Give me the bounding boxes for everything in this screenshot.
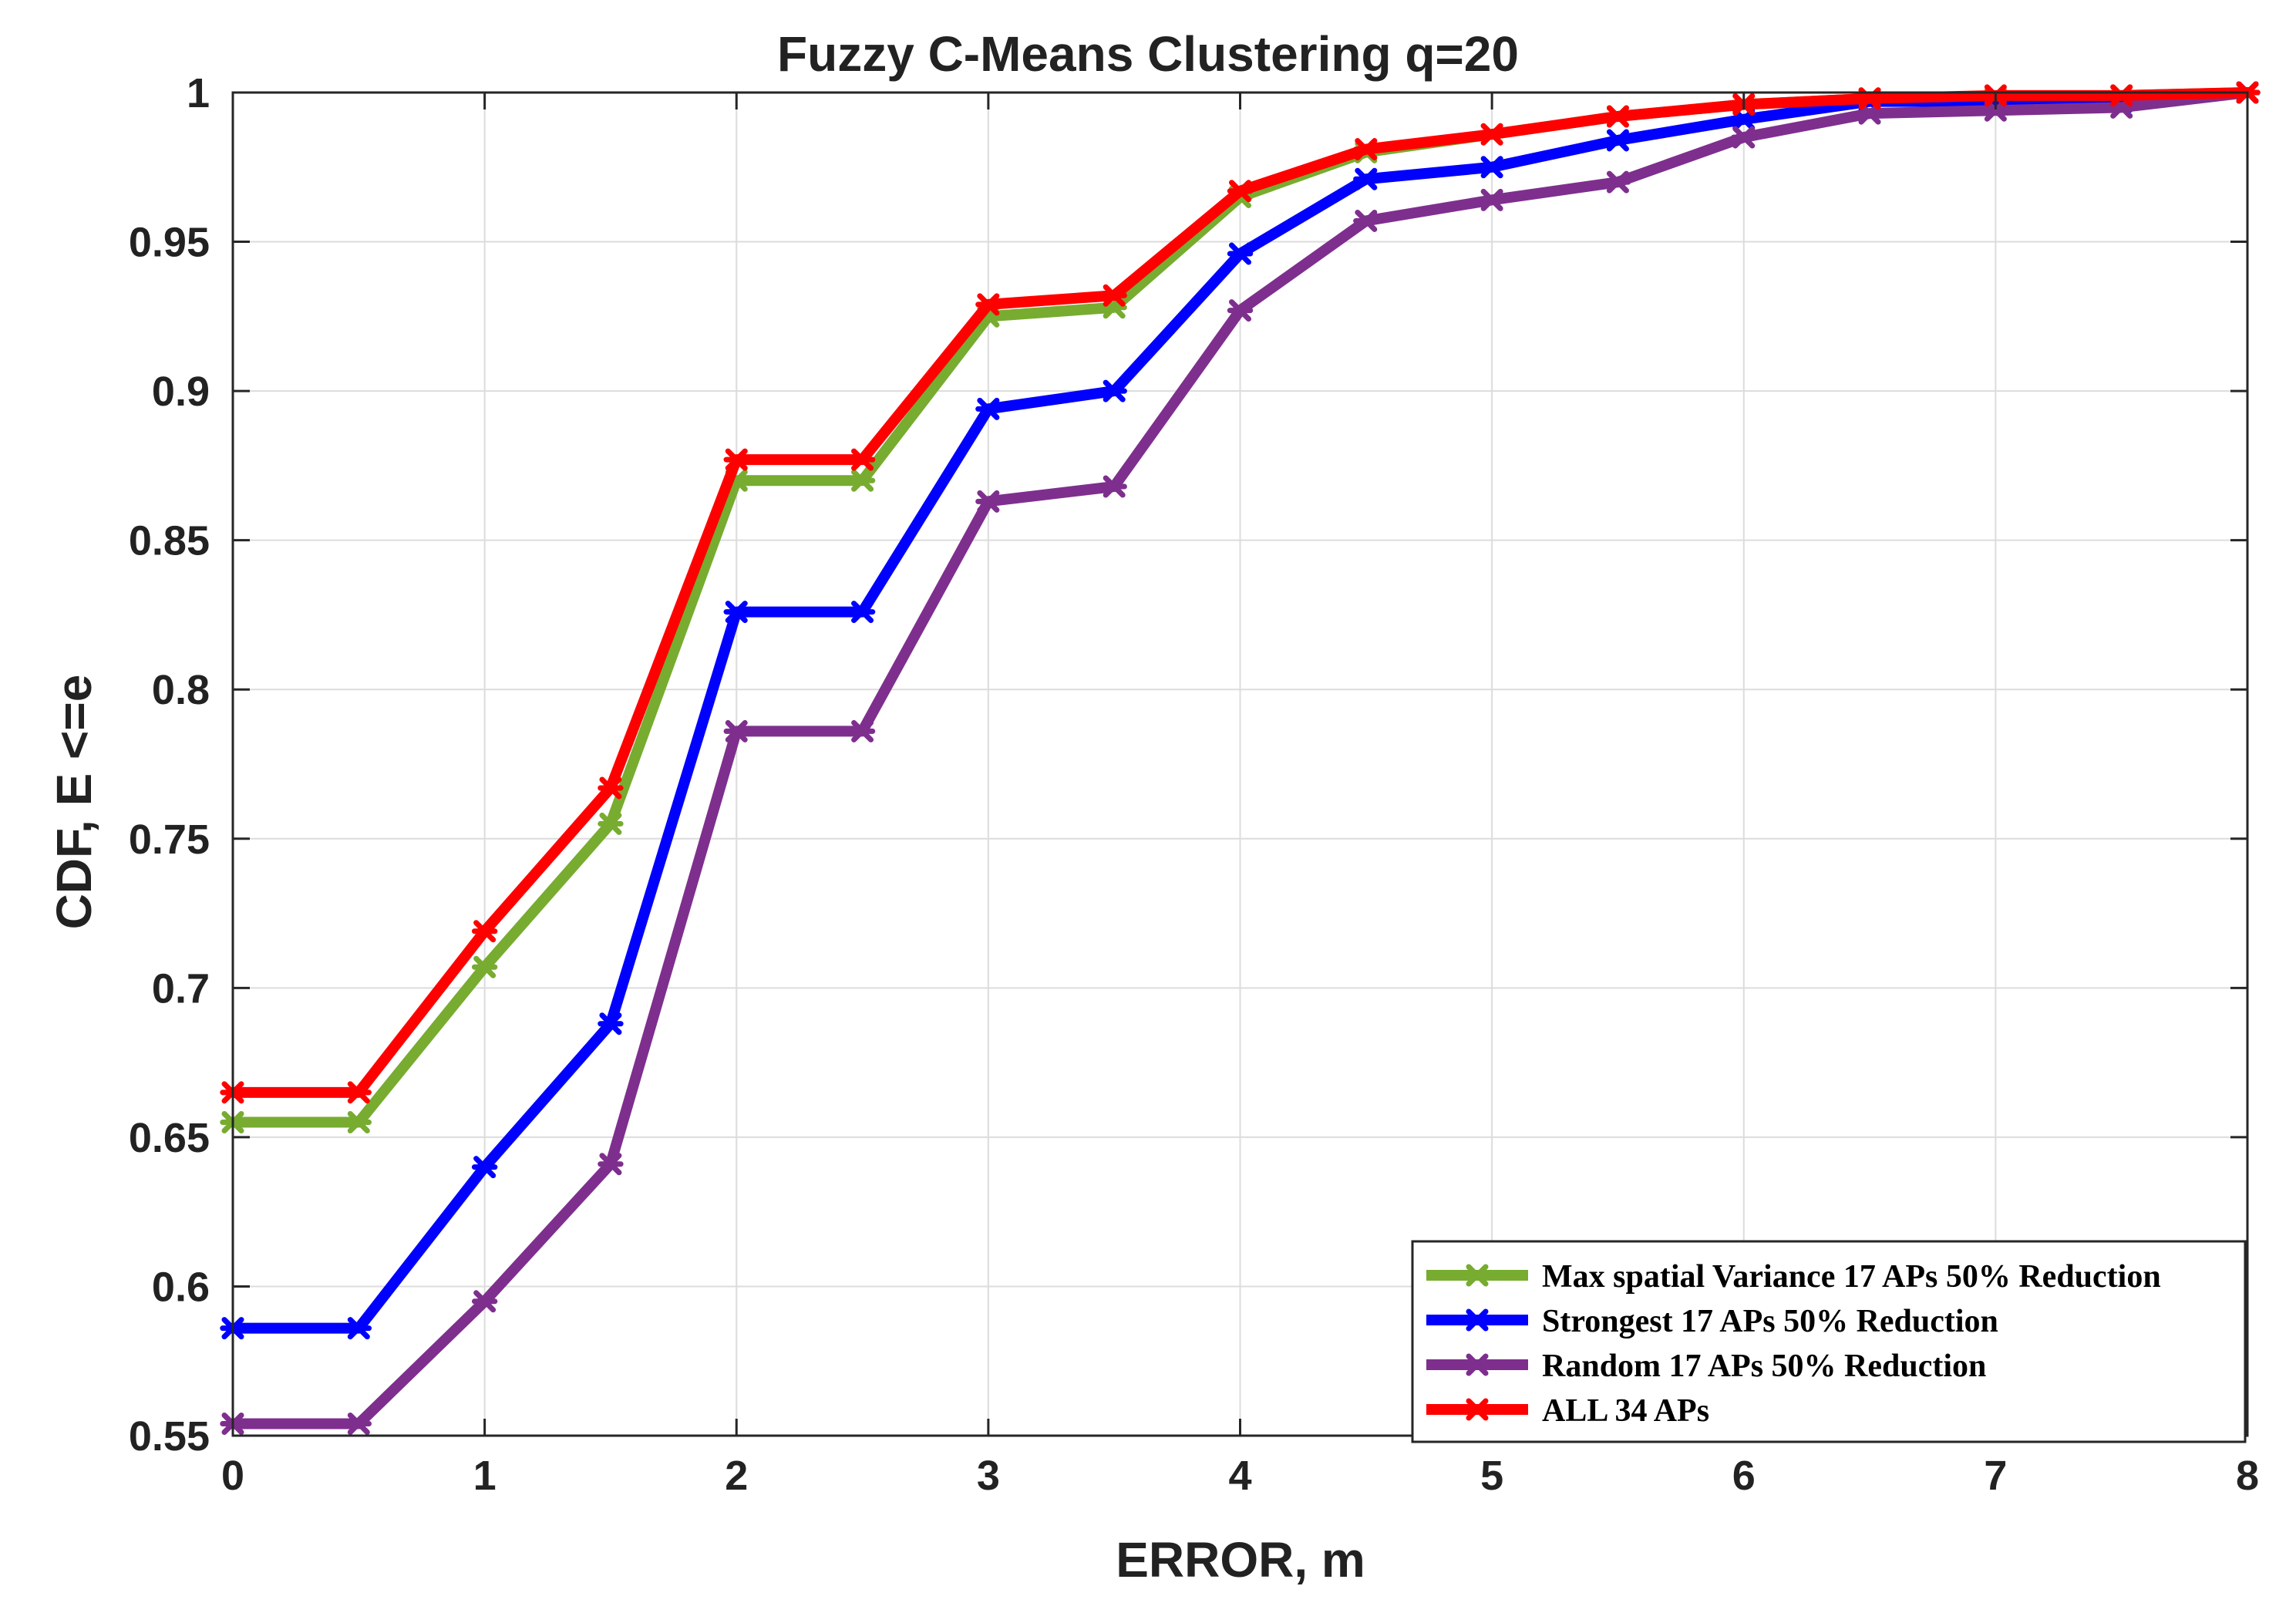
data-point xyxy=(849,469,876,492)
data-point xyxy=(598,812,624,835)
data-point xyxy=(723,719,749,743)
y-axis-label: CDF, E <=e xyxy=(46,675,102,930)
y-tick-label: 0.75 xyxy=(129,817,210,863)
data-point xyxy=(1101,475,1127,498)
data-point xyxy=(1101,284,1127,307)
y-tick-label: 0.7 xyxy=(152,965,210,1012)
data-point xyxy=(1604,170,1631,194)
legend-box xyxy=(1411,1240,2247,1443)
data-point xyxy=(975,293,1002,316)
data-point xyxy=(1479,188,1505,211)
series-layer xyxy=(220,81,2261,1436)
chart-title: Fuzzy C-Means Clustering q=20 xyxy=(777,26,1519,82)
x-tick-label: 1 xyxy=(473,1453,497,1499)
data-point xyxy=(471,1290,498,1313)
legend-label: Random 17 APs 50% Reduction xyxy=(1542,1349,1986,1384)
data-point xyxy=(849,601,876,624)
legend: Max spatial Variance 17 APs 50% Reductio… xyxy=(1411,1240,2247,1443)
data-point xyxy=(471,920,498,943)
x-tick-label: 8 xyxy=(2236,1453,2259,1499)
legend-marker xyxy=(1464,1308,1490,1332)
data-point xyxy=(975,397,1002,420)
data-point xyxy=(598,776,624,800)
x-tick-label: 3 xyxy=(977,1453,1000,1499)
data-point xyxy=(975,490,1002,513)
data-point xyxy=(2108,84,2135,107)
data-point xyxy=(598,1153,624,1176)
data-point xyxy=(723,601,749,624)
legend-label: Max spatial Variance 17 APs 50% Reductio… xyxy=(1542,1259,2161,1295)
x-tick-label: 0 xyxy=(221,1453,244,1499)
y-tick-label: 1 xyxy=(187,70,210,116)
data-point xyxy=(1227,299,1254,322)
data-point xyxy=(1101,379,1127,402)
legend-marker xyxy=(1464,1398,1490,1421)
data-point xyxy=(1731,126,1757,149)
tick-layer: 0 1 2 3 4 5 6 7 8 0.55 0.6 0.65 0.7 0.75 0.8 0.85 0.9 0.9… xyxy=(129,70,2259,1499)
data-point xyxy=(1479,156,1505,179)
data-point xyxy=(1479,123,1505,146)
data-point xyxy=(598,1012,624,1035)
x-axis-label: ERROR, m xyxy=(1116,1532,1365,1588)
data-point xyxy=(471,1156,498,1179)
x-tick-label: 2 xyxy=(725,1453,748,1499)
data-point xyxy=(471,955,498,978)
data-point xyxy=(849,448,876,471)
data-point xyxy=(345,1081,372,1104)
data-point xyxy=(1353,167,1379,190)
series-4 xyxy=(220,81,2261,1104)
data-point xyxy=(1604,105,1631,128)
data-point xyxy=(1227,180,1254,203)
legend-marker xyxy=(1464,1353,1490,1376)
y-tick-label: 0.55 xyxy=(129,1413,210,1460)
data-point xyxy=(345,1317,372,1340)
legend-item: Strongest 17 APs 50% Reduction xyxy=(1426,1304,1998,1339)
data-point xyxy=(345,1111,372,1134)
data-point xyxy=(345,1413,372,1436)
y-tick-label: 0.65 xyxy=(129,1115,210,1161)
x-tick-label: 7 xyxy=(1984,1453,2007,1499)
legend-label: ALL 34 APs xyxy=(1542,1393,1709,1429)
data-point xyxy=(1227,242,1254,265)
x-tick-label: 6 xyxy=(1732,1453,1756,1499)
y-tick-label: 0.85 xyxy=(129,518,210,564)
data-point xyxy=(1604,129,1631,152)
y-tick-label: 0.8 xyxy=(152,667,210,713)
data-point xyxy=(1353,209,1379,232)
x-tick-label: 4 xyxy=(1228,1453,1251,1499)
x-tick-label: 5 xyxy=(1480,1453,1503,1499)
data-point xyxy=(723,448,749,471)
legend-marker xyxy=(1464,1264,1490,1287)
data-point xyxy=(1353,138,1379,161)
y-tick-label: 0.9 xyxy=(152,369,210,415)
legend-item: Random 17 APs 50% Reduction xyxy=(1426,1349,1986,1384)
legend-item: Max spatial Variance 17 APs 50% Reductio… xyxy=(1426,1259,2161,1295)
data-point xyxy=(849,719,876,743)
y-tick-label: 0.95 xyxy=(129,220,210,266)
legend-item: ALL 34 APs xyxy=(1426,1393,1709,1429)
legend-label: Strongest 17 APs 50% Reduction xyxy=(1542,1304,1998,1339)
y-tick-label: 0.6 xyxy=(152,1264,210,1310)
